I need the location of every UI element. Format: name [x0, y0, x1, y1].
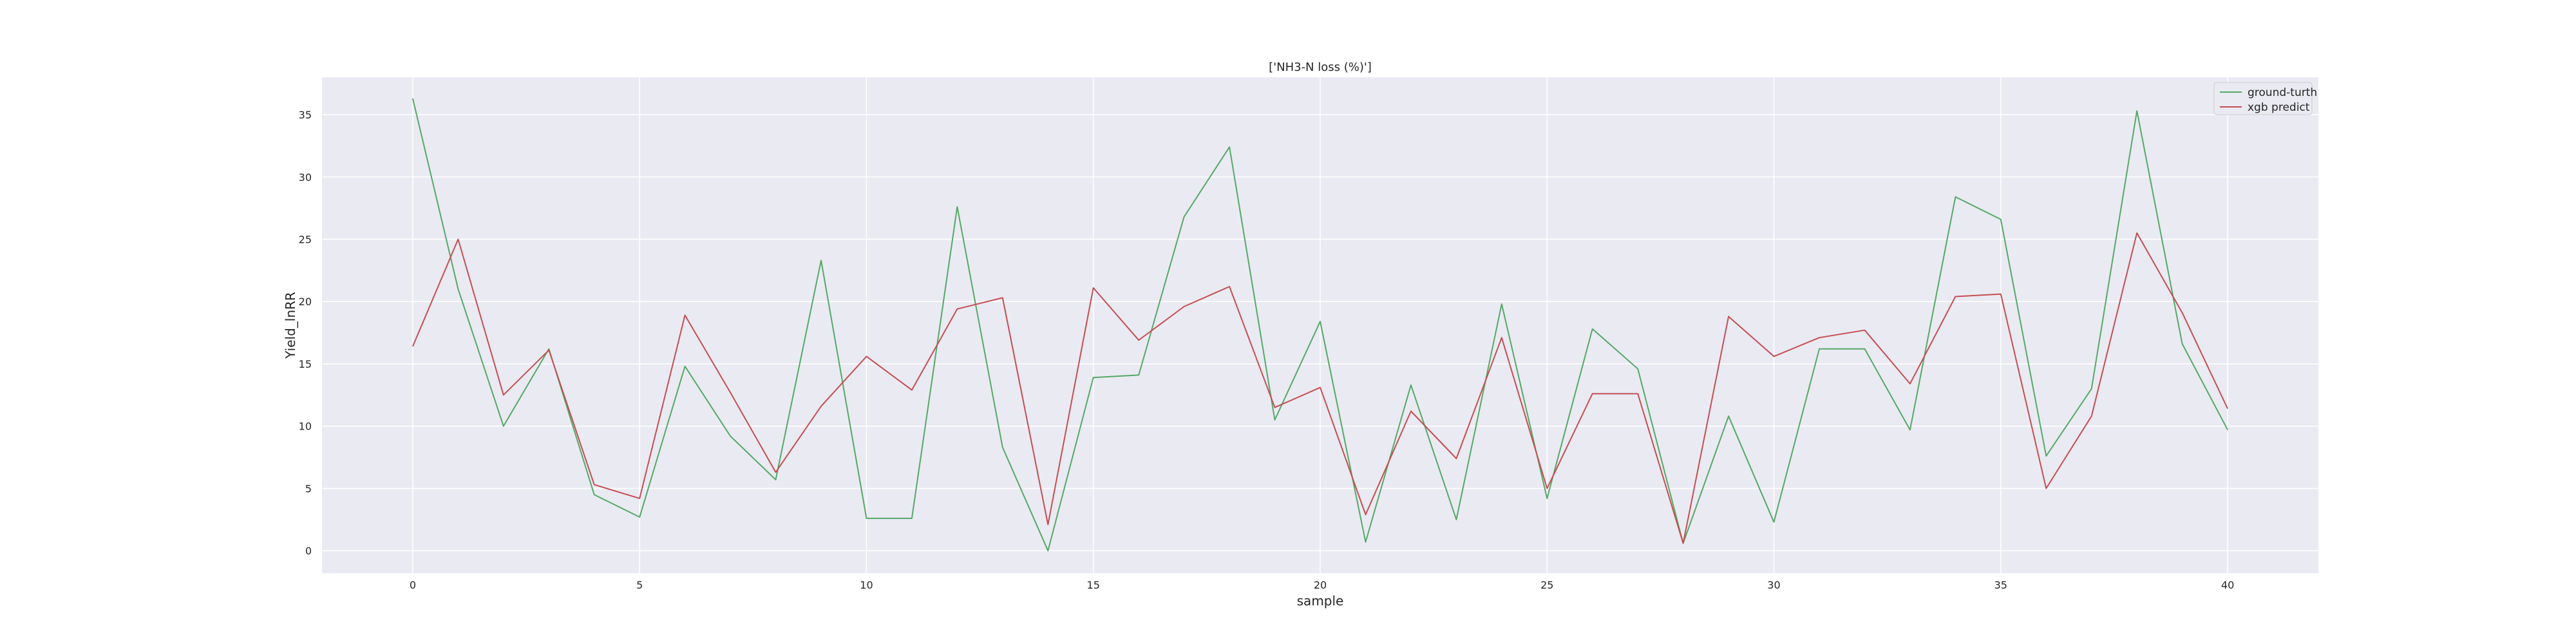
legend-label-ground-turth: ground-turth — [2248, 86, 2317, 99]
y-tick-label: 0 — [305, 545, 312, 557]
y-tick-label: 25 — [299, 234, 312, 246]
tick-labels: 0 5 10 15 20 25 30 35 40 0 5 10 15 20 25 30 35 — [299, 109, 2235, 591]
legend-label-xgb-predict: xgb predict — [2248, 101, 2310, 114]
chart-title: ['NH3-N loss (%)'] — [1269, 61, 1372, 74]
series-line-ground-turth — [412, 98, 2228, 552]
x-tick-label: 15 — [1087, 579, 1100, 591]
legend: ground-turth xgb predict — [2213, 82, 2317, 115]
y-tick-label: 35 — [299, 109, 312, 121]
x-tick-label: 20 — [1314, 579, 1327, 591]
x-tick-label: 25 — [1540, 579, 1553, 591]
series-line-xgb-predict — [412, 232, 2229, 544]
x-axis-label: sample — [1297, 593, 1344, 609]
x-tick-label: 40 — [2221, 579, 2234, 591]
x-tick-label: 10 — [860, 579, 873, 591]
y-tick-label: 10 — [299, 421, 312, 433]
x-tick-label: 0 — [410, 579, 416, 591]
y-tick-label: 15 — [299, 358, 312, 370]
series-group — [412, 98, 2229, 552]
grid — [322, 77, 2318, 573]
x-tick-label: 35 — [1994, 579, 2007, 591]
y-tick-label: 30 — [299, 171, 312, 184]
y-axis-label: Yield_lnRR — [283, 292, 298, 359]
y-tick-label: 5 — [305, 482, 312, 495]
y-tick-label: 20 — [299, 296, 312, 308]
x-tick-label: 30 — [1767, 579, 1780, 591]
x-tick-label: 5 — [636, 579, 643, 591]
